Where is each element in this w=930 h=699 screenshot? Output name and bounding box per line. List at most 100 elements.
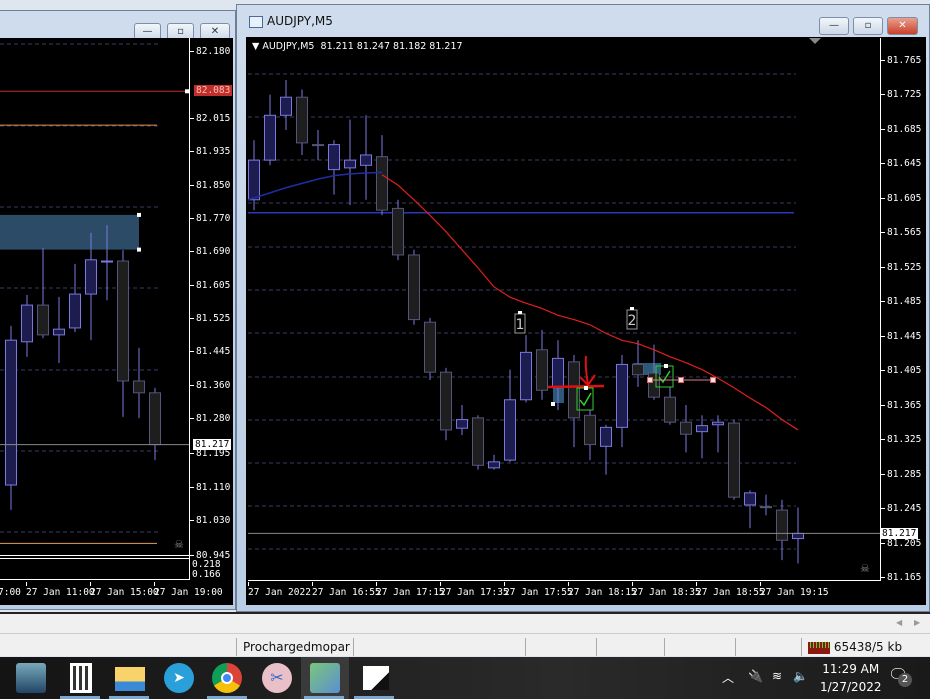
zone-handle <box>137 247 141 252</box>
price-tick-label: 81.645 <box>881 158 921 169</box>
price-tick-label: 81.525 <box>190 313 230 324</box>
time-label: 27 Jan 11:00 <box>26 582 95 598</box>
time-label: 27 Jan 17:15 <box>376 582 445 598</box>
file-explorer-icon[interactable] <box>115 667 145 691</box>
price-tick-label: 81.110 <box>190 482 230 493</box>
chart-shift-marker[interactable] <box>809 38 821 44</box>
bear-candle <box>472 417 484 466</box>
symbol-ohlc: AUDJPY,M5 81.211 81.247 81.182 81.217 <box>262 41 463 52</box>
connection-traffic: 65438/5 kb <box>833 640 903 654</box>
time-label: 27 Jan 18:15 <box>568 582 637 598</box>
line-handle <box>678 377 684 383</box>
price-tick-label: 81.935 <box>190 146 230 157</box>
notifications-icon[interactable]: 🗨 2 <box>888 665 912 687</box>
left-subwindow-axis: 0.218 0.166 <box>192 560 232 582</box>
close-button[interactable]: ✕ <box>200 23 230 41</box>
show-hidden-icons-chevron-up-icon[interactable]: ︿ <box>722 671 735 685</box>
price-tick-label: 81.685 <box>881 124 921 135</box>
bear-candle <box>117 260 129 382</box>
price-tick-label: 81.165 <box>881 572 921 583</box>
price-tick-label: 81.405 <box>881 365 921 376</box>
bull-candle <box>53 328 65 336</box>
bull-candle <box>488 461 500 469</box>
telegram-icon[interactable]: ➤ <box>164 663 194 693</box>
object-handle <box>584 386 588 390</box>
subwindow-max-label: 0.218 <box>192 559 221 570</box>
time-label: 27 Jan 17:35 <box>440 582 509 598</box>
bull-candle <box>744 492 756 506</box>
metatrader-icon[interactable] <box>310 663 340 693</box>
price-tick-label: 80.945 <box>190 550 230 561</box>
calculator-icon[interactable] <box>70 663 92 693</box>
bull-candle <box>600 426 612 447</box>
object-handle <box>551 402 555 406</box>
price-tick-label: 81.690 <box>190 246 230 257</box>
scroll-right-button[interactable]: ▶ <box>914 618 921 627</box>
left-price-axis: 82.180 82.015 81.935 81.850 81.770 81.690 81.6… <box>190 38 233 561</box>
bear-candle <box>408 254 420 321</box>
sticky-notes-icon[interactable] <box>363 666 389 690</box>
chart-window-icon <box>249 16 263 28</box>
checkmark-icon <box>658 370 671 384</box>
price-tick-label: 81.205 <box>881 538 921 549</box>
price-tick-label: 81.445 <box>190 346 230 357</box>
trade-label: 2 <box>628 313 637 329</box>
bear-candle <box>37 304 49 336</box>
bear-candle <box>648 372 660 398</box>
time-label: 27 Jan 15:00 <box>90 582 159 598</box>
scroll-left-button[interactable]: ◀ <box>896 618 903 627</box>
computer-icon[interactable] <box>16 663 46 693</box>
clock-date: 1/27/2022 <box>820 680 882 694</box>
price-tick-label: 81.285 <box>881 469 921 480</box>
subwindow-min-label: 0.166 <box>192 569 221 580</box>
price-tick-label: 81.605 <box>881 193 921 204</box>
battery-icon[interactable]: 🔌 <box>748 669 763 683</box>
bull-candle <box>328 144 340 171</box>
price-tick-label: 81.485 <box>881 296 921 307</box>
bear-candle <box>392 207 404 256</box>
connection-status: 65438/5 kb <box>801 638 930 656</box>
bull-candle <box>616 363 628 428</box>
price-tick-label: 82.015 <box>190 113 230 124</box>
bear-candle <box>568 361 580 419</box>
wifi-icon[interactable]: ≋ <box>772 669 783 683</box>
bull-candle <box>264 114 276 161</box>
chrome-icon[interactable] <box>212 663 242 693</box>
restore-button[interactable]: ▫ <box>853 17 883 35</box>
price-tick-label: 81.765 <box>881 55 921 66</box>
object-handle <box>664 364 668 368</box>
volume-icon[interactable]: 🔈 <box>793 669 808 683</box>
bull-candle <box>21 304 33 343</box>
bull-candle <box>552 357 564 389</box>
trade-label-handle <box>518 311 522 314</box>
current-price-tag: 81.217 <box>880 528 919 539</box>
bull-candle <box>520 351 532 401</box>
time-label: 27 Jan 18:35 <box>632 582 701 598</box>
left-current-price-tag: 81.217 <box>193 439 232 450</box>
skull-icon: ☠ <box>174 538 184 551</box>
clock[interactable]: 11:29 AM 1/27/2022 <box>820 660 882 696</box>
price-tick-label: 81.445 <box>881 331 921 342</box>
price-tick-label: 81.770 <box>190 213 230 224</box>
snipping-tool-icon[interactable]: ✂ <box>262 663 292 693</box>
left-price-chart[interactable] <box>0 38 190 555</box>
close-button[interactable]: ✕ <box>887 17 918 35</box>
bear-candle <box>664 396 676 423</box>
audjpy-chart-area <box>246 37 926 605</box>
bull-candle <box>456 419 468 429</box>
bull-candle <box>5 339 17 486</box>
time-label: 7:00 <box>0 587 21 598</box>
chart-header: ▼ AUDJPY,M5 81.211 81.247 81.182 81.217 <box>252 41 463 52</box>
time-label: 27 Jan 18:55 <box>696 582 765 598</box>
bear-candle <box>776 509 788 541</box>
trade-label-handle <box>630 307 634 310</box>
bear-candle <box>440 371 452 431</box>
bear-candle <box>680 421 692 435</box>
price-tick-label: 81.195 <box>190 448 230 459</box>
skull-icon: ☠ <box>860 562 870 575</box>
minimize-button[interactable]: — <box>819 17 849 35</box>
rectangle-zone <box>0 214 139 250</box>
left-red-line-price-tag: 82.083 <box>194 85 233 96</box>
bear-candle <box>149 392 161 446</box>
